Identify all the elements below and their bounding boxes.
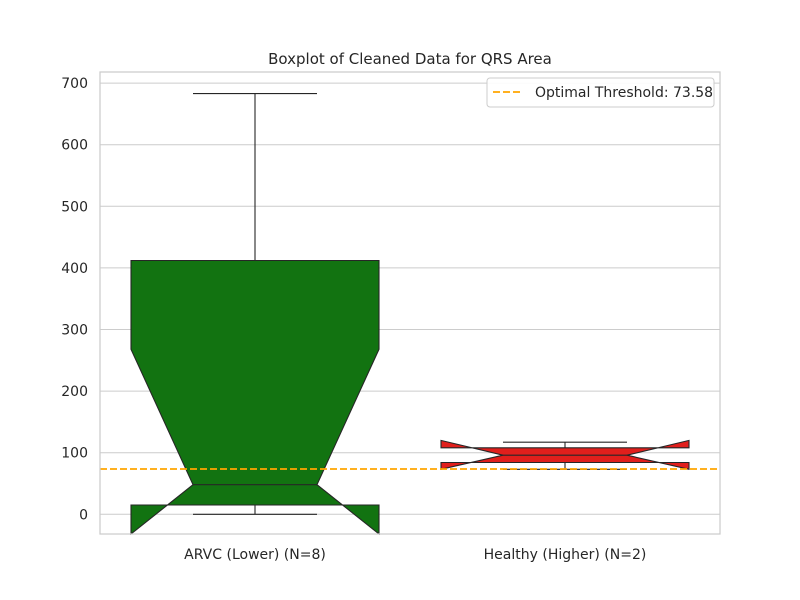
- y-tick-label-500: 500: [61, 199, 88, 215]
- y-tick-labels: 0 100 200 300 400 500 600 700: [61, 76, 88, 523]
- legend: Optimal Threshold: 73.58: [486, 77, 715, 108]
- y-tick-label-0: 0: [79, 507, 88, 523]
- box-group-1: [440, 439, 690, 470]
- chart-title: Boxplot of Cleaned Data for QRS Area: [268, 50, 552, 68]
- box-0: [130, 259, 380, 536]
- axes-frame: [99, 71, 721, 535]
- legend-threshold-label: Optimal Threshold: 73.58: [535, 85, 713, 101]
- y-tick-label-100: 100: [61, 446, 88, 462]
- y-tick-label-300: 300: [61, 322, 88, 338]
- y-tick-label-600: 600: [61, 138, 88, 154]
- x-tick-labels: ARVC (Lower) (N=8) Healthy (Higher) (N=2): [184, 547, 646, 563]
- box-group-layer: [100, 93, 720, 536]
- x-tick-label-0: ARVC (Lower) (N=8): [184, 547, 326, 563]
- x-tick-label-1: Healthy (Higher) (N=2): [484, 547, 647, 563]
- y-tick-label-700: 700: [61, 76, 88, 92]
- y-tick-label-400: 400: [61, 261, 88, 277]
- legend-box: [486, 77, 715, 108]
- box-group-0: [130, 93, 380, 536]
- y-tick-label-200: 200: [61, 384, 88, 400]
